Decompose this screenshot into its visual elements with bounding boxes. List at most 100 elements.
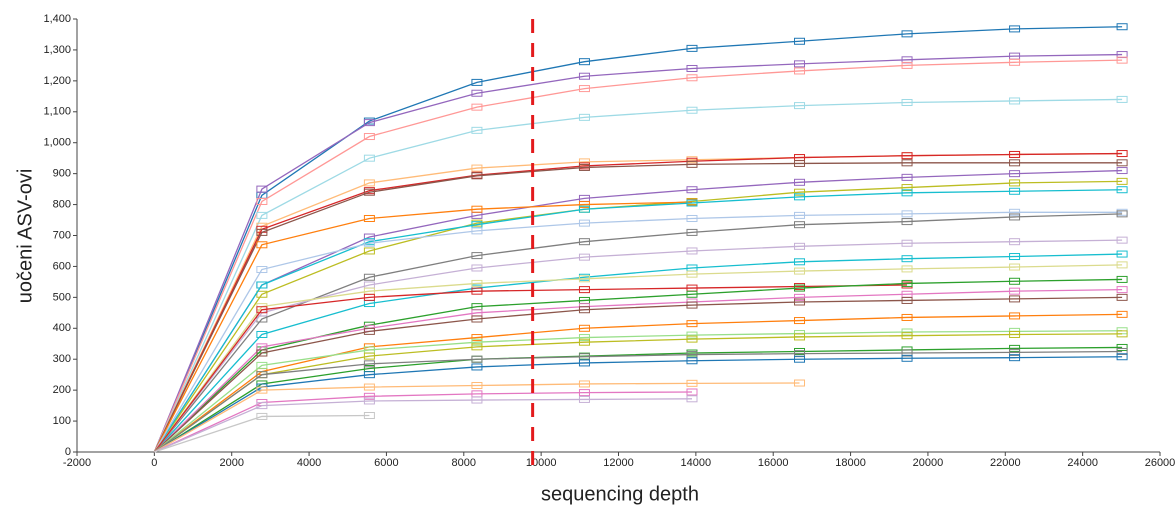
y-tick-label: 1,000 (43, 137, 71, 149)
point-marker (1116, 150, 1128, 158)
y-tick-label: 0 (65, 446, 71, 458)
series-line (153, 333, 1123, 453)
point-marker (256, 211, 268, 219)
point-marker (794, 379, 806, 387)
point-marker (471, 338, 483, 346)
point-marker (1009, 150, 1021, 158)
point-marker (901, 210, 913, 218)
point-marker (471, 287, 483, 295)
point-marker (1116, 347, 1128, 355)
point-marker (901, 332, 913, 340)
series-line (153, 98, 1123, 453)
point-marker (578, 380, 590, 388)
point-marker (363, 383, 375, 391)
point-marker (1116, 167, 1128, 175)
point-marker (578, 395, 590, 403)
point-marker (901, 279, 913, 287)
point-marker (471, 164, 483, 172)
point-marker (1009, 179, 1021, 187)
point-marker (686, 395, 698, 403)
point-marker (471, 78, 483, 86)
point-marker (686, 214, 698, 222)
point-marker (1009, 159, 1021, 167)
point-marker (1009, 238, 1021, 246)
point-marker (901, 189, 913, 197)
point-marker (794, 317, 806, 325)
point-marker (794, 258, 806, 266)
point-marker (1116, 330, 1128, 338)
point-marker (578, 253, 590, 261)
x-tick-label: 22000 (990, 457, 1021, 469)
point-marker (686, 64, 698, 72)
point-marker (1116, 23, 1128, 31)
point-marker (901, 152, 913, 160)
point-marker (363, 397, 375, 405)
point-marker (578, 324, 590, 332)
point-marker (686, 228, 698, 236)
point-marker (1116, 353, 1128, 361)
point-marker (578, 72, 590, 80)
point-marker (1009, 263, 1021, 271)
series-line (153, 59, 1123, 453)
point-marker (901, 99, 913, 107)
series-line (153, 53, 1123, 453)
point-marker (1116, 310, 1128, 318)
point-marker (471, 315, 483, 323)
point-marker (578, 306, 590, 314)
point-marker (471, 252, 483, 260)
point-marker (363, 188, 375, 196)
series-line (153, 152, 1123, 453)
series-line (153, 26, 1123, 453)
point-marker (578, 286, 590, 294)
point-marker (901, 239, 913, 247)
point-marker (794, 333, 806, 341)
point-marker (901, 173, 913, 181)
x-tick-label: 26000 (1145, 457, 1176, 469)
point-marker (256, 371, 268, 379)
point-marker (686, 320, 698, 328)
point-marker (686, 379, 698, 387)
point-marker (794, 211, 806, 219)
point-marker (363, 154, 375, 162)
series-line (153, 162, 1123, 453)
point-marker (901, 61, 913, 69)
point-marker (901, 265, 913, 273)
series-line (153, 211, 1123, 453)
y-tick-label: 900 (53, 168, 71, 180)
series-line (154, 382, 800, 453)
point-marker (363, 214, 375, 222)
series-line (153, 213, 1123, 453)
point-marker (363, 239, 375, 247)
point-marker (686, 331, 698, 339)
point-marker (1116, 159, 1128, 167)
point-marker (256, 386, 268, 394)
point-marker (471, 205, 483, 213)
y-tick-label: 400 (53, 322, 71, 334)
point-marker (578, 163, 590, 171)
point-marker (471, 363, 483, 371)
point-marker (578, 219, 590, 227)
point-marker (578, 238, 590, 246)
point-marker (363, 179, 375, 187)
point-marker (471, 343, 483, 351)
point-marker (1116, 343, 1128, 351)
point-marker (363, 247, 375, 255)
series-line (153, 180, 1123, 453)
point-marker (686, 186, 698, 194)
point-marker (1009, 187, 1021, 195)
point-marker (901, 255, 913, 263)
x-tick-label: 18000 (835, 457, 866, 469)
point-marker (686, 247, 698, 255)
point-marker (901, 349, 913, 357)
point-marker (1009, 253, 1021, 261)
series-line (153, 253, 1123, 453)
series-line (153, 350, 1123, 453)
point-marker (256, 266, 268, 274)
y-tick-label: 800 (53, 198, 71, 210)
point-marker (794, 193, 806, 201)
x-tick-label: 12000 (603, 457, 634, 469)
series-line (153, 189, 1123, 453)
point-marker (901, 354, 913, 362)
point-marker (794, 178, 806, 186)
point-marker (256, 306, 268, 314)
